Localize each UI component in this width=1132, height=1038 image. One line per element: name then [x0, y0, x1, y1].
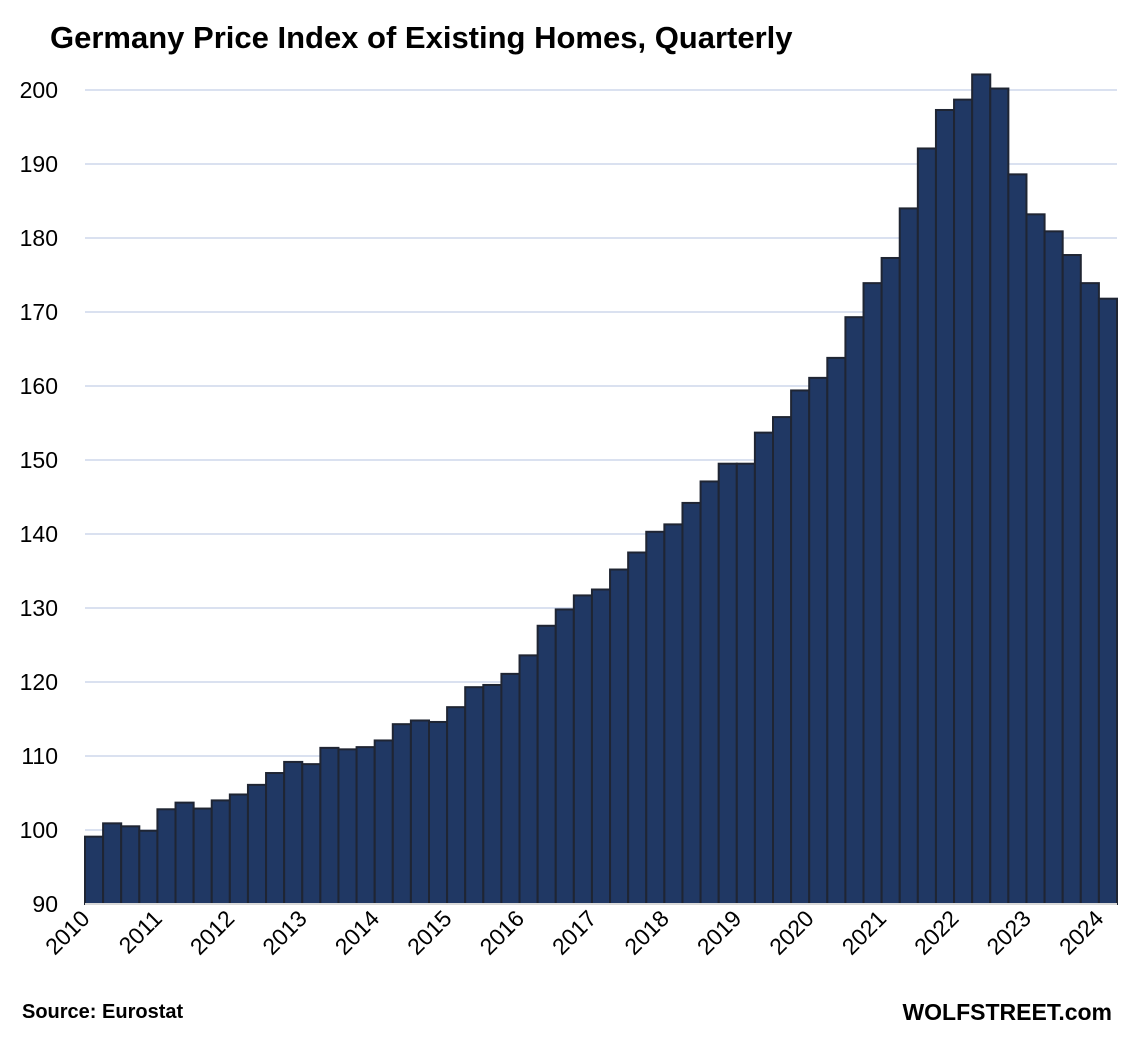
- bar: [102, 822, 123, 906]
- x-tick-label: 2021: [837, 905, 892, 960]
- bar: [1007, 173, 1028, 906]
- source-label: Source: Eurostat: [22, 1001, 184, 1023]
- x-tick-label: 2016: [474, 905, 529, 960]
- bar: [717, 462, 738, 905]
- bar: [844, 316, 865, 905]
- x-tick-label: 2017: [547, 905, 602, 960]
- x-tick-label: 2018: [619, 905, 674, 960]
- brand-label: WOLFSTREET.com: [902, 999, 1112, 1025]
- bar: [1061, 254, 1082, 905]
- bar: [971, 73, 992, 905]
- y-tick-label: 130: [20, 595, 58, 621]
- bar: [518, 654, 539, 905]
- bar: [1043, 230, 1064, 905]
- x-tick-label: 2019: [692, 905, 747, 960]
- bar: [428, 720, 449, 906]
- bar: [826, 356, 847, 905]
- bar: [482, 683, 503, 906]
- x-tick-label: 2023: [981, 905, 1036, 960]
- bar: [391, 723, 412, 905]
- bar: [319, 746, 340, 905]
- bar: [446, 706, 467, 905]
- bar: [210, 799, 231, 906]
- bar: [84, 835, 105, 905]
- bar: [409, 719, 431, 905]
- bar: [645, 530, 666, 906]
- bar: [156, 808, 177, 906]
- bar: [138, 829, 159, 905]
- bar: [554, 608, 575, 905]
- bar: [283, 760, 304, 905]
- y-tick-label: 120: [20, 669, 58, 695]
- bar: [790, 389, 811, 905]
- bar: [373, 739, 394, 906]
- bar: [192, 807, 213, 905]
- bar: [337, 748, 358, 906]
- bar: [120, 825, 141, 905]
- bar: [772, 416, 793, 905]
- x-tick-label: 2013: [257, 905, 312, 960]
- x-tick-label: 2024: [1054, 905, 1109, 960]
- bar: [862, 282, 883, 905]
- bar: [735, 462, 756, 905]
- bar: [265, 772, 286, 906]
- bar: [609, 568, 630, 906]
- y-tick-label: 110: [21, 743, 58, 769]
- bar: [536, 624, 557, 905]
- bar: [753, 431, 774, 905]
- bar: [989, 87, 1010, 905]
- bar: [246, 783, 268, 905]
- x-tick-label: 2020: [764, 905, 819, 960]
- bar: [808, 376, 829, 905]
- bar: [681, 501, 702, 905]
- bar: [1025, 213, 1046, 905]
- y-tick-label: 190: [20, 151, 58, 177]
- y-tick-label: 180: [20, 225, 58, 251]
- bar: [590, 588, 612, 905]
- y-tick-label: 140: [20, 521, 58, 547]
- bar: [464, 686, 485, 905]
- bar: [301, 763, 322, 906]
- x-tick-label: 2022: [909, 905, 964, 960]
- x-tick-label: 2011: [114, 905, 167, 958]
- bar: [663, 523, 684, 905]
- bar: [174, 801, 195, 905]
- bar: [228, 793, 249, 905]
- bar: [500, 672, 521, 905]
- bar: [934, 108, 956, 906]
- y-tick-label: 150: [20, 447, 58, 473]
- bar: [898, 207, 919, 905]
- bar: [627, 551, 648, 905]
- y-tick-label: 200: [20, 77, 58, 103]
- y-tick-label: 160: [20, 373, 58, 399]
- bar: [699, 480, 720, 905]
- bar: [572, 594, 593, 905]
- x-tick-label: 2012: [185, 905, 240, 960]
- bar: [880, 256, 901, 906]
- y-tick-label: 100: [20, 817, 58, 843]
- bar: [1097, 297, 1119, 905]
- bar: [953, 98, 974, 906]
- x-tick-label: 2014: [330, 905, 385, 960]
- y-tick-label: 90: [32, 891, 58, 917]
- chart-title: Germany Price Index of Existing Homes, Q…: [50, 20, 793, 55]
- bar: [355, 746, 376, 905]
- bar: [916, 147, 937, 905]
- x-tick-label: 2015: [402, 905, 457, 960]
- bar: [1079, 282, 1100, 905]
- y-tick-label: 170: [20, 299, 58, 325]
